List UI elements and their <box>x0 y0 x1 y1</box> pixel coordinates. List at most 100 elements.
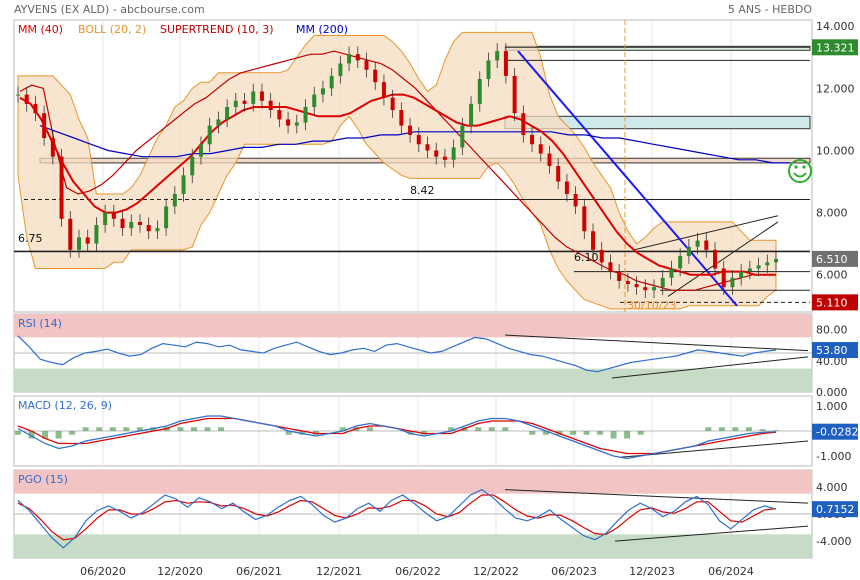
candle-body <box>373 69 378 83</box>
macd-histogram-bar <box>759 429 766 431</box>
macd-histogram-bar <box>28 431 35 439</box>
candle-body <box>103 212 108 226</box>
y-tick-label: 14.000 <box>816 20 855 33</box>
candle-body <box>16 94 20 96</box>
ma200-line <box>39 125 790 164</box>
x-tick-label: 12/2022 <box>473 565 519 578</box>
x-tick-label: 06/2023 <box>551 565 597 578</box>
candle-body <box>538 144 543 154</box>
value-badge-label: 0.7152 <box>816 503 855 516</box>
macd-histogram-bar <box>69 431 76 435</box>
candle-body <box>669 268 674 278</box>
annotation-610: 6.10 <box>574 251 599 264</box>
candle-body <box>146 225 151 232</box>
candle-body <box>111 212 116 219</box>
y-tick-label: 40.00 <box>816 355 848 368</box>
candle-body <box>408 125 413 135</box>
candle-body <box>399 110 404 126</box>
y-tick-label: 8.000 <box>816 207 848 220</box>
macd-histogram-bar <box>218 427 225 431</box>
candle-body <box>747 268 752 272</box>
macd-histogram-bar <box>109 427 116 431</box>
candle-body <box>76 237 81 250</box>
candle-body <box>451 147 456 160</box>
candle-body <box>329 75 334 89</box>
rsi-trend-top <box>504 334 809 352</box>
macd-histogram-bar <box>421 431 428 435</box>
value-badge <box>812 250 858 267</box>
y-tick-label: -1.000 <box>816 450 851 463</box>
legend-macd: MACD (12, 26, 9) <box>18 399 112 412</box>
candle-body <box>721 268 726 288</box>
candle-body <box>547 153 552 166</box>
candle-body <box>137 221 142 226</box>
smiley-icon <box>788 159 812 183</box>
candle-body <box>155 228 160 232</box>
candle-body <box>774 258 778 263</box>
x-tick-label: 12/2021 <box>316 565 362 578</box>
candle-body <box>85 237 90 244</box>
value-badge-label: -0.0282 <box>816 426 858 439</box>
axis-ticks: 06/2020 12/2020 06/2021 12/2021 06/2022 12/20… <box>80 20 854 578</box>
candle-body <box>42 113 47 139</box>
macd-histogram-bar <box>732 427 739 431</box>
candle-body <box>233 100 238 107</box>
channel-bottom-line <box>667 221 779 297</box>
candle-body <box>660 277 665 288</box>
candle-body <box>617 271 622 281</box>
macd-histogram-bar <box>475 427 482 431</box>
candle-body <box>582 206 587 232</box>
candle-body <box>312 94 317 107</box>
macd-histogram-bar <box>136 427 143 431</box>
value-badge <box>812 39 858 56</box>
candle-body <box>347 54 352 64</box>
pgo-trend-bottom <box>614 525 809 542</box>
macd-histogram-bar <box>204 427 211 431</box>
macd-histogram-bar <box>637 431 644 435</box>
pgo-line <box>17 488 777 549</box>
candle-body <box>225 106 230 120</box>
candle-body <box>268 100 273 111</box>
candle-body <box>129 221 134 229</box>
candle-body <box>242 100 247 104</box>
candle-body <box>286 119 291 126</box>
macd-histogram-bar <box>366 427 373 431</box>
candle-body <box>33 103 38 114</box>
x-tick-label: 06/2020 <box>80 565 126 578</box>
x-tick-label: 06/2021 <box>236 565 282 578</box>
annotation-event-date: 30/10/23 <box>627 299 676 312</box>
candle-body <box>564 181 569 194</box>
y-tick-label: 6.000 <box>816 269 848 282</box>
candle-body <box>608 262 613 272</box>
macd-line <box>17 415 777 460</box>
x-tick-label: 12/2023 <box>629 565 675 578</box>
y-tick-label: -4.000 <box>816 535 851 548</box>
candle-body <box>50 138 55 157</box>
legend-rsi: RSI (14) <box>18 317 62 330</box>
candle-body <box>68 218 73 250</box>
candle-body <box>259 91 264 101</box>
value-badge-label: 53.80 <box>816 344 848 357</box>
legend-pgo: PGO (15) <box>18 473 68 486</box>
chart-title: AYVENS (EX ALD) - abcbourse.com <box>14 3 205 16</box>
x-tick-label: 12/2020 <box>157 565 203 578</box>
candle-body <box>364 60 369 70</box>
rsi-overbought-zone <box>14 314 812 338</box>
y-tick-label: 12.000 <box>816 82 855 95</box>
candle-body <box>120 218 125 229</box>
candle-body <box>556 166 561 182</box>
macd-histogram-bar <box>312 431 319 435</box>
value-badge-label: 13.321 <box>816 41 855 54</box>
x-tick-label: 06/2022 <box>395 565 441 578</box>
macd-histogram-bar <box>55 431 62 439</box>
candle-body <box>530 134 535 145</box>
candle-body <box>460 125 465 148</box>
macd-histogram-bar <box>583 431 590 435</box>
annotation-675: 6.75 <box>18 232 43 245</box>
macd-histogram-bar <box>42 431 49 439</box>
rsi-line <box>17 335 777 373</box>
macd-histogram-bar <box>285 431 292 435</box>
candle-body <box>164 206 169 229</box>
macd-histogram-bar <box>150 427 157 431</box>
